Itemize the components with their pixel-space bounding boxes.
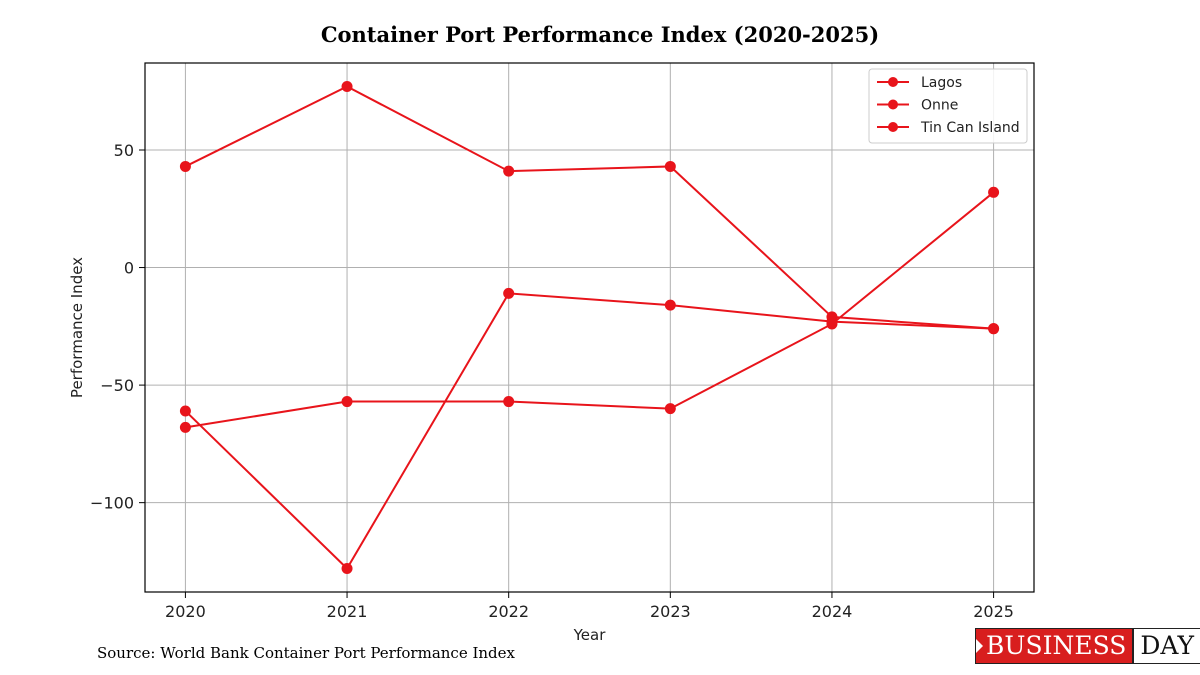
businessday-logo: BUSINESS DAY: [975, 628, 1200, 664]
data-point: [826, 318, 838, 330]
data-point: [179, 160, 191, 172]
plot-frame: [144, 62, 1035, 593]
data-point: [664, 299, 676, 311]
data-point: [664, 403, 676, 415]
chart-title: Container Port Performance Index (2020-2…: [320, 22, 880, 47]
legend-label: Onne: [921, 98, 958, 114]
data-point: [988, 186, 1000, 198]
data-point: [341, 562, 353, 574]
data-point: [179, 405, 191, 417]
y-tick-label: 50: [114, 141, 134, 160]
legend-label: Lagos: [921, 75, 962, 91]
x-tick-label: 2025: [973, 602, 1014, 621]
data-point: [179, 421, 191, 433]
data-point: [341, 396, 353, 408]
data-point: [664, 160, 676, 172]
y-axis-label: Performance Index: [68, 257, 86, 398]
x-tick-label: 2023: [650, 602, 691, 621]
series-line-0: [184, 85, 994, 330]
series-line-1: [184, 292, 994, 571]
legend-marker: [888, 77, 898, 87]
source-note: Source: World Bank Container Port Perfor…: [97, 644, 516, 662]
y-tick-label: −50: [100, 376, 134, 395]
series-line-2: [185, 191, 995, 429]
data-point: [503, 165, 515, 177]
data-point: [503, 287, 515, 299]
data-point: [503, 396, 515, 408]
x-axis-label: Year: [573, 626, 607, 644]
data-point: [341, 81, 353, 93]
x-tick-label: 2024: [812, 602, 853, 621]
y-tick-label: 0: [124, 259, 134, 278]
x-tick-label: 2020: [165, 602, 206, 621]
legend-marker: [888, 99, 898, 110]
x-tick-label: 2021: [327, 602, 368, 621]
legend-box: [868, 68, 1028, 144]
y-tick-label: −100: [90, 494, 134, 513]
data-point: [988, 323, 1000, 335]
x-tick-label: 2022: [488, 602, 529, 621]
legend-marker: [888, 122, 898, 132]
legend-label: Tin Can Island: [920, 120, 1020, 136]
logo-day-text: DAY: [1132, 629, 1200, 663]
logo-business-text: BUSINESS: [976, 629, 1133, 663]
